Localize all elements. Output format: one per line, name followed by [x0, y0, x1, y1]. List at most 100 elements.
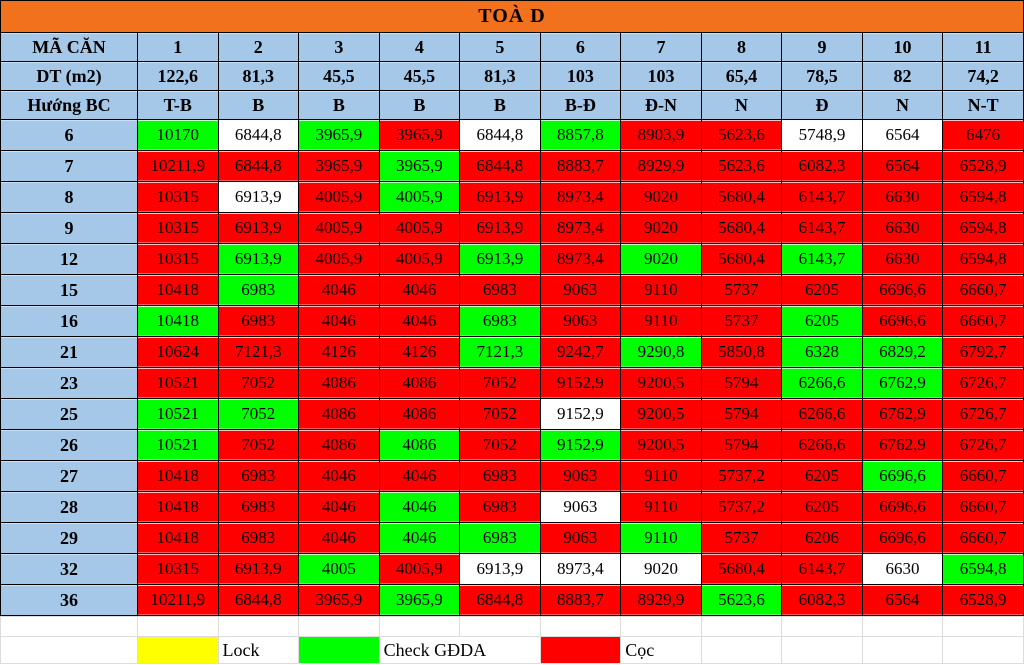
cell-floor27-unit9[interactable]: 6205 [781, 460, 863, 492]
cell-floor26-unit3[interactable]: 4086 [298, 429, 380, 461]
cell-floor15-unit7[interactable]: 9110 [620, 274, 702, 306]
cell-floor32-unit8[interactable]: 5680,4 [700, 553, 783, 585]
cell-floor12-unit1[interactable]: 10315 [137, 243, 219, 275]
cell-floor32-unit5[interactable]: 6913,9 [459, 553, 541, 585]
cell-floor29-unit10[interactable]: 6696,6 [861, 522, 944, 554]
cell-floor21-unit10[interactable]: 6829,2 [861, 336, 944, 368]
cell-floor8-unit3[interactable]: 4005,9 [298, 181, 380, 213]
cell-floor16-unit1[interactable]: 10418 [137, 305, 219, 337]
cell-floor27-unit10[interactable]: 6696,6 [861, 460, 944, 492]
floor-6[interactable]: 6 [0, 119, 138, 151]
cell-floor28-unit9[interactable]: 6205 [781, 491, 863, 523]
cell-floor21-unit1[interactable]: 10624 [137, 336, 219, 368]
cell-floor15-unit6[interactable]: 9063 [539, 274, 622, 306]
cell-floor36-unit5[interactable]: 6844,8 [459, 584, 541, 616]
cell-floor8-unit11[interactable]: 6594,8 [942, 181, 1024, 213]
floor-21[interactable]: 21 [0, 336, 138, 368]
cell-floor27-unit6[interactable]: 9063 [539, 460, 622, 492]
direction-col-2[interactable]: B [217, 90, 300, 120]
cell-floor15-unit11[interactable]: 6660,7 [942, 274, 1024, 306]
floor-28[interactable]: 28 [0, 491, 138, 523]
cell-floor16-unit8[interactable]: 5737 [700, 305, 783, 337]
area-col-8[interactable]: 65,4 [700, 61, 783, 91]
cell-floor32-unit7[interactable]: 9020 [620, 553, 702, 585]
floor-36[interactable]: 36 [0, 584, 138, 616]
direction-col-10[interactable]: N [861, 90, 944, 120]
direction-row-label[interactable]: Hướng BC [0, 90, 138, 120]
cell-floor9-unit10[interactable]: 6630 [861, 212, 944, 244]
cell-floor21-unit6[interactable]: 9242,7 [539, 336, 622, 368]
cell-floor16-unit5[interactable]: 6983 [459, 305, 541, 337]
floor-32[interactable]: 32 [0, 553, 138, 585]
direction-col-9[interactable]: Đ [781, 90, 863, 120]
cell-floor16-unit4[interactable]: 4046 [378, 305, 461, 337]
floor-12[interactable]: 12 [0, 243, 138, 275]
cell-floor36-unit10[interactable]: 6564 [861, 584, 944, 616]
cell-floor27-unit4[interactable]: 4046 [378, 460, 461, 492]
cell-floor28-unit1[interactable]: 10418 [137, 491, 219, 523]
cell-floor12-unit11[interactable]: 6594,8 [942, 243, 1024, 275]
cell-floor36-unit9[interactable]: 6082,3 [781, 584, 863, 616]
cell-floor32-unit10[interactable]: 6630 [861, 553, 944, 585]
cell-floor23-unit7[interactable]: 9200,5 [620, 367, 702, 399]
cell-floor12-unit9[interactable]: 6143,7 [781, 243, 863, 275]
cell-floor32-unit6[interactable]: 8973,4 [539, 553, 622, 585]
cell-floor16-unit10[interactable]: 6696,6 [861, 305, 944, 337]
cell-floor26-unit5[interactable]: 7052 [459, 429, 541, 461]
cell-floor15-unit3[interactable]: 4046 [298, 274, 380, 306]
cell-floor25-unit8[interactable]: 5794 [700, 398, 783, 430]
cell-floor26-unit9[interactable]: 6266,6 [781, 429, 863, 461]
cell-floor12-unit10[interactable]: 6630 [861, 243, 944, 275]
cell-floor6-unit11[interactable]: 6476 [942, 119, 1024, 151]
cell-floor6-unit7[interactable]: 8903,9 [620, 119, 702, 151]
cell-floor32-unit1[interactable]: 10315 [137, 553, 219, 585]
direction-col-3[interactable]: B [298, 90, 380, 120]
cell-floor21-unit3[interactable]: 4126 [298, 336, 380, 368]
floor-16[interactable]: 16 [0, 305, 138, 337]
cell-floor25-unit11[interactable]: 6726,7 [942, 398, 1024, 430]
cell-floor6-unit5[interactable]: 6844,8 [459, 119, 541, 151]
cell-floor23-unit5[interactable]: 7052 [459, 367, 541, 399]
cell-floor21-unit8[interactable]: 5850,8 [700, 336, 783, 368]
area-col-9[interactable]: 78,5 [781, 61, 863, 91]
direction-col-6[interactable]: B-Đ [539, 90, 622, 120]
cell-floor28-unit3[interactable]: 4046 [298, 491, 380, 523]
cell-floor9-unit6[interactable]: 8973,4 [539, 212, 622, 244]
cell-floor8-unit2[interactable]: 6913,9 [217, 181, 300, 213]
cell-floor32-unit9[interactable]: 6143,7 [781, 553, 863, 585]
cell-floor29-unit9[interactable]: 6206 [781, 522, 863, 554]
cell-floor15-unit9[interactable]: 6205 [781, 274, 863, 306]
cell-floor36-unit4[interactable]: 3965,9 [378, 584, 461, 616]
cell-floor26-unit4[interactable]: 4086 [378, 429, 461, 461]
floor-15[interactable]: 15 [0, 274, 138, 306]
unit-col-1[interactable]: 1 [137, 32, 219, 62]
cell-floor15-unit4[interactable]: 4046 [378, 274, 461, 306]
cell-floor15-unit5[interactable]: 6983 [459, 274, 541, 306]
cell-floor6-unit8[interactable]: 5623,6 [700, 119, 783, 151]
cell-floor29-unit6[interactable]: 9063 [539, 522, 622, 554]
direction-col-11[interactable]: N-T [942, 90, 1024, 120]
cell-floor6-unit6[interactable]: 8857,8 [539, 119, 622, 151]
cell-floor23-unit6[interactable]: 9152,9 [539, 367, 622, 399]
cell-floor12-unit2[interactable]: 6913,9 [217, 243, 300, 275]
cell-floor26-unit10[interactable]: 6762,9 [861, 429, 944, 461]
unit-col-5[interactable]: 5 [459, 32, 541, 62]
cell-floor28-unit10[interactable]: 6696,6 [861, 491, 944, 523]
cell-floor8-unit6[interactable]: 8973,4 [539, 181, 622, 213]
cell-floor32-unit11[interactable]: 6594,8 [942, 553, 1024, 585]
cell-floor16-unit2[interactable]: 6983 [217, 305, 300, 337]
cell-floor36-unit6[interactable]: 8883,7 [539, 584, 622, 616]
cell-floor12-unit3[interactable]: 4005,9 [298, 243, 380, 275]
cell-floor7-unit10[interactable]: 6564 [861, 150, 944, 182]
area-col-1[interactable]: 122,6 [137, 61, 219, 91]
cell-floor6-unit2[interactable]: 6844,8 [217, 119, 300, 151]
cell-floor15-unit2[interactable]: 6983 [217, 274, 300, 306]
cell-floor7-unit4[interactable]: 3965,9 [378, 150, 461, 182]
direction-col-4[interactable]: B [378, 90, 461, 120]
area-col-2[interactable]: 81,3 [217, 61, 300, 91]
cell-floor25-unit5[interactable]: 7052 [459, 398, 541, 430]
cell-floor32-unit4[interactable]: 4005,9 [378, 553, 461, 585]
unit-col-2[interactable]: 2 [217, 32, 300, 62]
cell-floor27-unit11[interactable]: 6660,7 [942, 460, 1024, 492]
area-col-3[interactable]: 45,5 [298, 61, 380, 91]
